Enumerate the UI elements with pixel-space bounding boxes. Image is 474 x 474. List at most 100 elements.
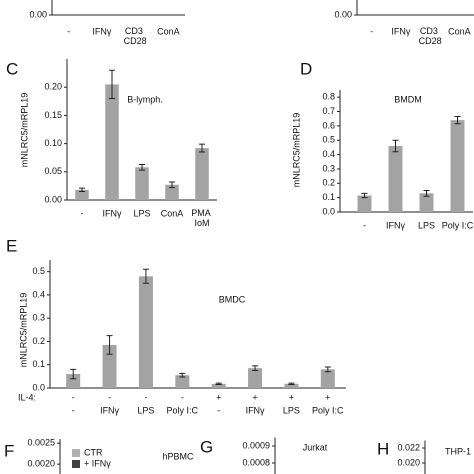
x-tick-label: Poly I:C xyxy=(312,405,344,415)
y-tick-label: 0.2 xyxy=(322,178,335,188)
row-value: + xyxy=(289,392,294,402)
panel-letter: E xyxy=(6,236,17,255)
x-tick-label: - xyxy=(67,26,70,36)
error-bar xyxy=(423,189,430,197)
y-tick-label: 0.0009 xyxy=(242,440,270,450)
row-value: + xyxy=(325,392,330,402)
y-tick-label: 0.7 xyxy=(322,106,335,116)
error-bar xyxy=(392,139,399,153)
panel-title: B-lymph. xyxy=(127,94,163,104)
y-tick-label: 0.05 xyxy=(44,166,62,176)
error-bar xyxy=(169,181,175,189)
panel-title: BMDC xyxy=(219,294,246,304)
panel-letter: D xyxy=(300,59,312,78)
panel-letter: G xyxy=(200,437,213,456)
y-tick-label: 0.0008 xyxy=(242,457,270,467)
error-bar xyxy=(454,116,461,125)
bar xyxy=(195,148,209,200)
bar xyxy=(450,120,465,212)
y-tick-label: 0.5 xyxy=(322,135,335,145)
x-tick-label: Poly I:C xyxy=(442,220,474,230)
x-tick-label: IFNγ xyxy=(391,26,410,36)
bar xyxy=(66,374,81,388)
y-tick-label: 0.0 xyxy=(322,206,335,216)
row-label: IL-4: xyxy=(18,392,36,402)
x-tick-label: ConA xyxy=(157,26,180,36)
error-bar xyxy=(179,372,186,378)
x-tick-label: CD3 CD28 xyxy=(419,26,442,46)
row-value: - xyxy=(108,392,111,402)
y-axis-label: mNLRC5/mRPL19 xyxy=(291,113,301,188)
error-bar xyxy=(79,187,85,193)
bar xyxy=(320,369,335,388)
bar xyxy=(165,184,179,200)
x-tick-label: ConA xyxy=(161,208,184,218)
y-tick-label: 0.10 xyxy=(44,138,62,148)
error-bar xyxy=(106,335,113,355)
error-bar xyxy=(288,382,295,386)
row-value: + xyxy=(216,392,221,402)
y-tick-label: 0.020 xyxy=(397,457,420,467)
x-tick-label: LPS xyxy=(133,208,150,218)
bar xyxy=(105,84,119,200)
error-bar xyxy=(252,365,259,372)
y-tick-label: 0.5 xyxy=(32,266,45,276)
bar xyxy=(175,375,190,388)
error-bar xyxy=(70,368,77,380)
bar xyxy=(135,167,149,200)
bar xyxy=(357,195,372,212)
row-value: - xyxy=(144,392,147,402)
y-tick-label: 0.0 xyxy=(32,382,45,392)
x-tick-label: - xyxy=(217,405,220,415)
error-bar xyxy=(324,366,331,373)
x-tick-label: LPS xyxy=(418,220,435,230)
panel-title: THP-1 xyxy=(445,446,471,456)
row-value: - xyxy=(181,392,184,402)
legend-swatch xyxy=(72,460,80,468)
y-tick-label: 0.4 xyxy=(322,149,335,159)
row-value: + xyxy=(252,392,257,402)
y-axis-label: mNLRC5/mRPL19 xyxy=(18,293,28,368)
y-tick-label: 0.3 xyxy=(32,313,45,323)
error-bar xyxy=(199,143,205,153)
legend-label: CTR xyxy=(84,447,103,457)
x-tick-label: IFNγ xyxy=(103,208,122,218)
error-bar xyxy=(142,268,149,284)
y-tick-label: 0.0025 xyxy=(27,438,55,448)
panel-letter: C xyxy=(6,59,18,78)
bar xyxy=(248,368,263,388)
row-value: - xyxy=(72,392,75,402)
x-tick-label: IFNγ xyxy=(92,26,111,36)
bar xyxy=(211,383,226,388)
y-tick-label: 0.00 xyxy=(29,9,47,19)
x-tick-label: LPS xyxy=(283,405,300,415)
y-tick-label: 0.4 xyxy=(32,289,45,299)
y-tick-label: 0.1 xyxy=(322,192,335,202)
y-tick-label: 0.8 xyxy=(322,92,335,102)
y-tick-label: 0.2 xyxy=(32,336,45,346)
panel-letter: F xyxy=(4,441,14,460)
y-tick-label: 0.00 xyxy=(334,9,352,19)
panel-title: BMDM xyxy=(394,94,422,104)
error-bar xyxy=(361,192,368,199)
legend-label: + IFNγ xyxy=(84,458,111,468)
panel-letter: H xyxy=(377,439,389,458)
y-tick-label: 0.1 xyxy=(32,359,45,369)
x-tick-label: - xyxy=(363,220,366,230)
y-axis-label: mNLRC5/mRPL19 xyxy=(19,93,29,168)
y-tick-label: 0.20 xyxy=(44,82,62,92)
x-tick-label: IFNγ xyxy=(386,220,405,230)
y-tick-label: 0.0020 xyxy=(27,459,55,469)
x-tick-label: PMA IoM xyxy=(191,208,213,228)
x-tick-label: - xyxy=(72,405,75,415)
bar xyxy=(419,193,434,212)
y-tick-label: 0.3 xyxy=(322,163,335,173)
x-tick-label: IFNγ xyxy=(246,405,265,415)
panel-title: Jurkat xyxy=(303,442,328,452)
x-tick-label: CD3 CD28 xyxy=(124,26,147,46)
bar xyxy=(138,276,153,388)
x-tick-label: LPS xyxy=(137,405,154,415)
x-tick-label: Poly I:C xyxy=(167,405,199,415)
error-bar xyxy=(215,382,222,386)
